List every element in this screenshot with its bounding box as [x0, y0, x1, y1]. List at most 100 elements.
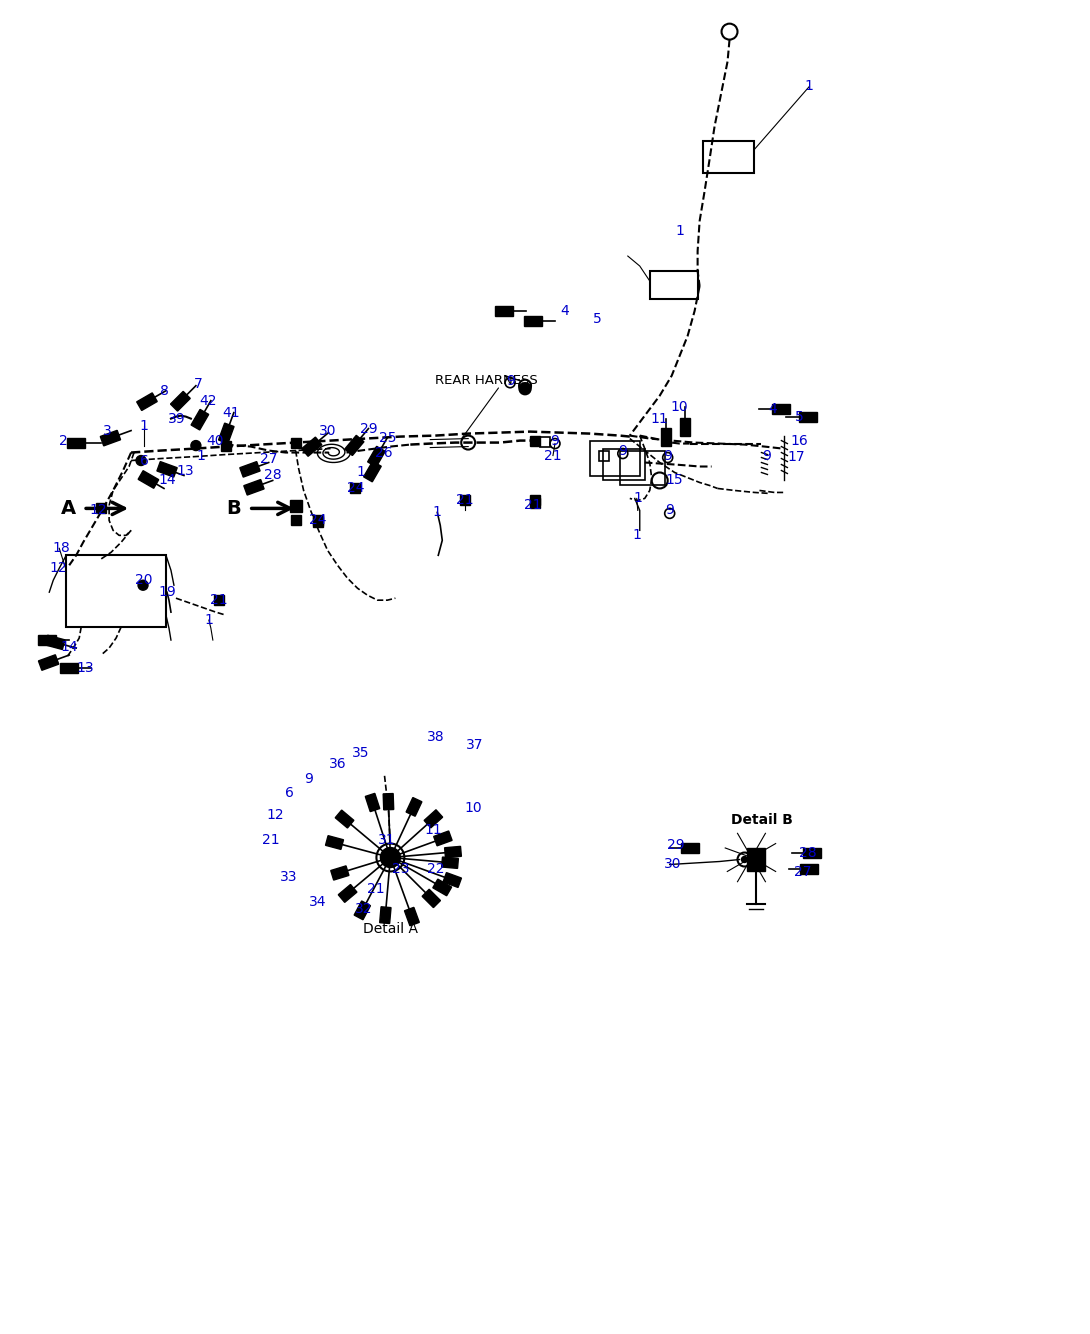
Polygon shape: [336, 810, 354, 828]
Text: 9: 9: [762, 448, 771, 463]
Text: 4: 4: [560, 304, 569, 317]
Text: 1: 1: [356, 466, 365, 479]
Circle shape: [741, 856, 748, 863]
Polygon shape: [495, 305, 513, 316]
Circle shape: [138, 580, 148, 590]
Polygon shape: [524, 316, 542, 325]
Text: 9: 9: [304, 771, 313, 786]
Polygon shape: [170, 391, 191, 411]
Polygon shape: [240, 462, 261, 478]
Polygon shape: [379, 907, 391, 923]
Text: 1: 1: [633, 491, 642, 506]
Text: 24: 24: [308, 514, 326, 527]
Bar: [650, 271, 698, 299]
Text: 5: 5: [593, 312, 602, 325]
Text: 29: 29: [360, 422, 377, 436]
Text: 33: 33: [280, 871, 298, 884]
Polygon shape: [445, 846, 461, 858]
Text: 17: 17: [788, 450, 806, 463]
Text: 28: 28: [799, 846, 816, 859]
Text: 21: 21: [524, 499, 542, 512]
Bar: [96, 503, 106, 514]
Bar: [291, 515, 301, 526]
Polygon shape: [680, 843, 699, 852]
Text: 30: 30: [664, 858, 681, 871]
Polygon shape: [338, 884, 356, 902]
Bar: [313, 518, 323, 527]
Text: 1: 1: [196, 448, 205, 463]
Polygon shape: [326, 835, 343, 850]
Text: 28: 28: [264, 468, 281, 483]
Polygon shape: [422, 890, 440, 907]
Circle shape: [380, 847, 400, 867]
Text: 2: 2: [59, 434, 68, 448]
Text: 18: 18: [52, 542, 70, 555]
Text: 10: 10: [464, 800, 482, 815]
Text: 9: 9: [618, 443, 627, 458]
Polygon shape: [38, 635, 57, 646]
Text: 37: 37: [467, 738, 484, 752]
Bar: [291, 438, 301, 448]
Bar: [590, 440, 640, 476]
Text: 9: 9: [665, 503, 674, 518]
Text: 7: 7: [194, 376, 203, 391]
Bar: [313, 515, 323, 526]
Polygon shape: [191, 410, 208, 430]
Text: 20: 20: [135, 574, 153, 587]
Text: 31: 31: [377, 832, 396, 847]
Text: 12: 12: [89, 503, 107, 518]
Text: 24: 24: [347, 482, 364, 495]
Polygon shape: [244, 479, 264, 495]
Bar: [66, 555, 166, 627]
Bar: [221, 440, 231, 451]
Text: 26: 26: [375, 446, 392, 459]
Text: 39: 39: [168, 412, 185, 426]
Text: 6: 6: [286, 786, 294, 799]
Text: 21: 21: [544, 448, 561, 463]
Bar: [460, 495, 470, 506]
Text: 23: 23: [391, 863, 409, 876]
Polygon shape: [136, 394, 157, 411]
Polygon shape: [407, 798, 422, 816]
Polygon shape: [803, 847, 821, 858]
Polygon shape: [157, 462, 178, 478]
Polygon shape: [365, 794, 379, 811]
Bar: [530, 499, 540, 508]
Text: 4: 4: [768, 402, 777, 416]
Polygon shape: [330, 866, 349, 880]
Text: 11: 11: [651, 412, 668, 426]
Polygon shape: [218, 423, 234, 443]
Text: 14: 14: [60, 640, 78, 654]
Polygon shape: [773, 404, 790, 414]
Bar: [598, 451, 609, 460]
Polygon shape: [100, 431, 121, 446]
Text: 1: 1: [433, 506, 441, 519]
Polygon shape: [367, 447, 385, 467]
Text: REAR HARNESS: REAR HARNESS: [435, 375, 538, 387]
Bar: [540, 436, 550, 447]
Text: 35: 35: [352, 746, 370, 760]
Text: 27: 27: [259, 451, 278, 466]
Text: 15: 15: [666, 474, 683, 487]
Bar: [703, 141, 754, 173]
Bar: [290, 500, 302, 512]
Text: Detail A: Detail A: [363, 922, 417, 936]
Polygon shape: [434, 831, 452, 846]
Text: 1: 1: [675, 224, 685, 237]
Text: 1: 1: [205, 614, 214, 627]
Polygon shape: [384, 794, 393, 810]
Circle shape: [136, 455, 146, 466]
Text: 21: 21: [366, 882, 385, 896]
Polygon shape: [364, 462, 381, 482]
Polygon shape: [404, 907, 420, 926]
Bar: [214, 595, 223, 606]
Text: 36: 36: [329, 756, 347, 771]
Text: 22: 22: [426, 863, 444, 876]
Text: 41: 41: [222, 406, 240, 420]
Polygon shape: [60, 663, 78, 672]
Text: 1: 1: [632, 528, 641, 543]
Text: 16: 16: [790, 434, 808, 448]
Circle shape: [191, 440, 201, 451]
Text: 5: 5: [795, 410, 803, 424]
Text: 34: 34: [308, 895, 326, 910]
